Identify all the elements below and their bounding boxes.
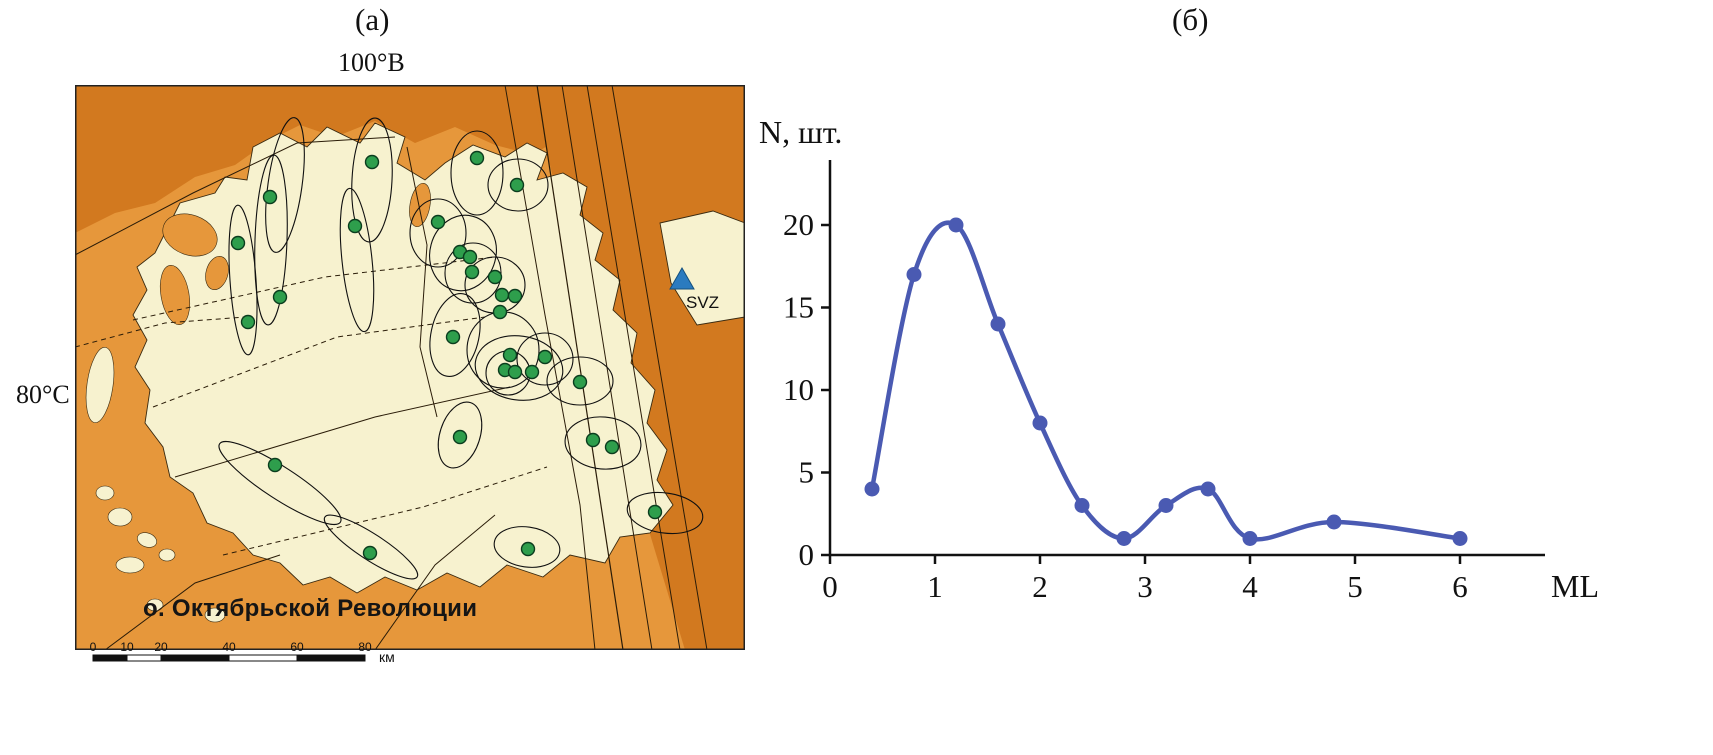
island-label: о. Октябрьской Революции <box>143 595 478 622</box>
x-tick-label: 2 <box>1032 569 1048 604</box>
station-triangle-icon <box>669 266 695 290</box>
magnitude-distribution-chart: 0 5 10 15 20 0 1 2 3 4 5 6 N, шт. ML <box>759 114 1599 604</box>
y-tick-label: 10 <box>783 372 814 407</box>
svg-text:80: 80 <box>358 640 372 654</box>
station-label: SVZ <box>686 293 719 312</box>
x-tick-label: 4 <box>1242 569 1258 604</box>
scale-unit: км <box>379 649 395 665</box>
svg-text:40: 40 <box>222 640 236 654</box>
scale-bar-graphic: 0 10 20 40 60 80 км <box>90 640 395 665</box>
x-tick-label: 0 <box>822 569 838 604</box>
x-tick-label: 5 <box>1347 569 1363 604</box>
y-tick-label: 5 <box>799 455 815 490</box>
panel-a-label: (а) <box>355 2 390 37</box>
x-tick-label: 1 <box>927 569 943 604</box>
data-points <box>864 217 1468 546</box>
panel-b-label: (б) <box>1172 2 1209 37</box>
svg-text:0: 0 <box>90 640 97 654</box>
map-border <box>75 85 745 650</box>
longitude-label: 100°В <box>338 48 405 77</box>
svg-text:60: 60 <box>290 640 304 654</box>
y-tick-label: 20 <box>783 207 814 242</box>
svg-text:10: 10 <box>120 640 134 654</box>
svg-text:20: 20 <box>154 640 168 654</box>
error-ellipses <box>218 117 704 580</box>
chart-panel: 0 5 10 15 20 0 1 2 3 4 5 6 N, шт. ML <box>755 95 1635 640</box>
x-axis-title: ML <box>1551 568 1599 604</box>
epicenter-map: SVZ <box>75 85 745 650</box>
y-tick-label: 0 <box>799 537 815 572</box>
scale-bar: 0 10 20 40 60 80 км <box>85 638 505 677</box>
x-tick-label: 6 <box>1452 569 1468 604</box>
cream-patches <box>85 347 226 623</box>
latitude-label: 80°С <box>16 380 70 409</box>
station-area-patch <box>659 210 745 326</box>
epicenter-dots <box>230 150 663 561</box>
map-panel: SVZ о. Октябрьской Революции <box>75 85 745 650</box>
y-axis-title: N, шт. <box>759 114 842 150</box>
orange-inliers <box>159 182 431 325</box>
magnitude-curve <box>869 220 1463 542</box>
y-tick-label: 15 <box>783 290 814 325</box>
x-tick-label: 3 <box>1137 569 1153 604</box>
